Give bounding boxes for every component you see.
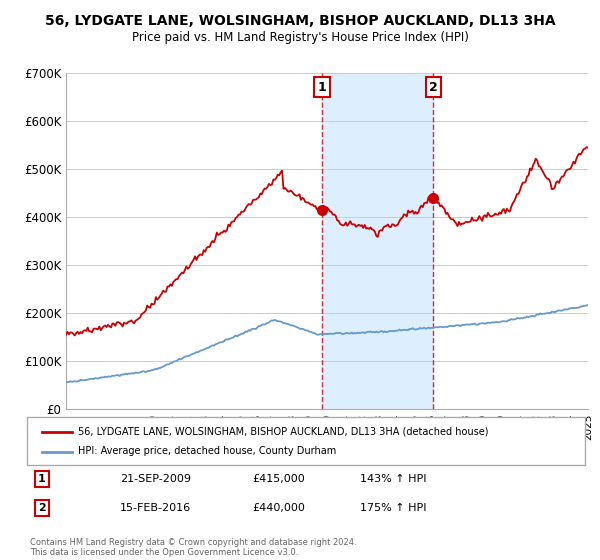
Text: Contains HM Land Registry data © Crown copyright and database right 2024.
This d: Contains HM Land Registry data © Crown c… bbox=[30, 538, 356, 557]
Text: 143% ↑ HPI: 143% ↑ HPI bbox=[360, 474, 427, 484]
Text: 1: 1 bbox=[318, 81, 326, 94]
Bar bbox=[322, 73, 433, 409]
Text: 2: 2 bbox=[38, 503, 46, 513]
Text: 2: 2 bbox=[429, 81, 438, 94]
Text: 1: 1 bbox=[38, 474, 46, 484]
Text: HPI: Average price, detached house, County Durham: HPI: Average price, detached house, Coun… bbox=[78, 446, 336, 456]
Text: 21-SEP-2009: 21-SEP-2009 bbox=[120, 474, 191, 484]
Text: 15-FEB-2016: 15-FEB-2016 bbox=[120, 503, 191, 513]
Text: £415,000: £415,000 bbox=[252, 474, 305, 484]
Text: 56, LYDGATE LANE, WOLSINGHAM, BISHOP AUCKLAND, DL13 3HA (detached house): 56, LYDGATE LANE, WOLSINGHAM, BISHOP AUC… bbox=[78, 427, 488, 437]
Text: 175% ↑ HPI: 175% ↑ HPI bbox=[360, 503, 427, 513]
Text: £440,000: £440,000 bbox=[252, 503, 305, 513]
Text: Price paid vs. HM Land Registry's House Price Index (HPI): Price paid vs. HM Land Registry's House … bbox=[131, 31, 469, 44]
Text: 56, LYDGATE LANE, WOLSINGHAM, BISHOP AUCKLAND, DL13 3HA: 56, LYDGATE LANE, WOLSINGHAM, BISHOP AUC… bbox=[44, 14, 556, 28]
